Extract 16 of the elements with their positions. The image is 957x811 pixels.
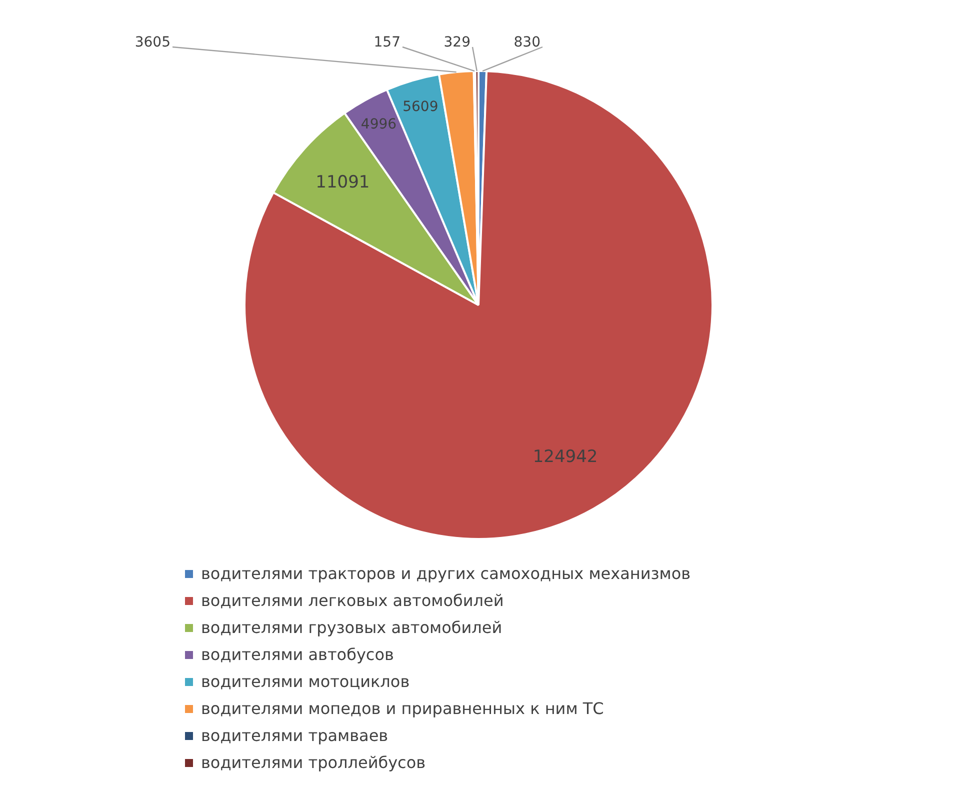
legend-label: водителями трамваев — [201, 725, 388, 747]
data-label: 830 — [514, 34, 540, 51]
data-label: 329 — [444, 34, 470, 51]
legend-label: водителями автобусов — [201, 644, 394, 666]
legend-label: водителями мопедов и приравненных к ним ТС — [201, 698, 604, 720]
legend-label: водителями тракторов и других самоходных механизмов — [201, 563, 691, 585]
legend-label: водителями грузовых автомобилей — [201, 617, 502, 639]
data-label: 157 — [374, 34, 400, 51]
legend-label: водителями троллейбусов — [201, 752, 426, 774]
legend-label: водителями мотоциклов — [201, 671, 410, 693]
legend-label: водителями легковых автомобилей — [201, 590, 504, 612]
data-label: 3605 — [134, 34, 170, 51]
data-label: 11091 — [316, 172, 370, 192]
data-label: 124942 — [532, 446, 598, 467]
data-label: 4996 — [360, 116, 397, 132]
data-label: 5609 — [402, 99, 438, 116]
